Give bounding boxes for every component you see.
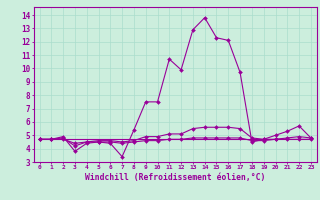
X-axis label: Windchill (Refroidissement éolien,°C): Windchill (Refroidissement éolien,°C) (85, 173, 265, 182)
